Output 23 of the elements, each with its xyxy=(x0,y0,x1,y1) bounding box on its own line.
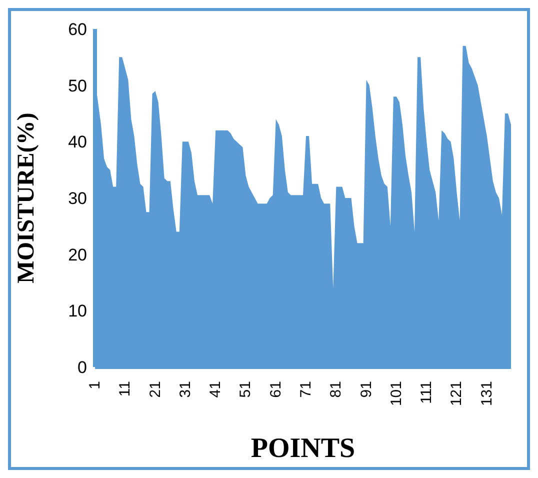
x-tick-label: 31 xyxy=(176,381,194,398)
x-tick-label: 21 xyxy=(146,381,164,398)
x-tick-label: 11 xyxy=(116,381,134,397)
x-tick-label: 121 xyxy=(448,381,466,406)
x-tick-label: 81 xyxy=(328,381,345,398)
x-tick-label: 51 xyxy=(237,381,254,398)
y-tick-label: 0 xyxy=(78,358,87,378)
x-tick-label: 1 xyxy=(86,381,104,390)
y-tick-label: 50 xyxy=(68,76,87,96)
x-axis-title: POINTS xyxy=(250,433,356,464)
y-tick-label: 30 xyxy=(68,189,87,208)
y-tick-label: 60 xyxy=(68,20,87,40)
y-tick-label: 40 xyxy=(68,132,87,152)
y-axis-title: MOISTURE(%) xyxy=(14,112,40,284)
x-tick-label: 101 xyxy=(388,381,405,406)
x-tick-label: 91 xyxy=(358,381,375,398)
y-tick-label: 20 xyxy=(68,245,87,264)
x-tick-label: 41 xyxy=(207,381,224,398)
x-tick-label: 61 xyxy=(267,381,284,398)
x-tick-label: 131 xyxy=(478,381,496,406)
y-tick-label: 10 xyxy=(68,302,87,321)
x-tick-label: 71 xyxy=(298,381,315,398)
x-tick-label: 111 xyxy=(418,381,436,404)
